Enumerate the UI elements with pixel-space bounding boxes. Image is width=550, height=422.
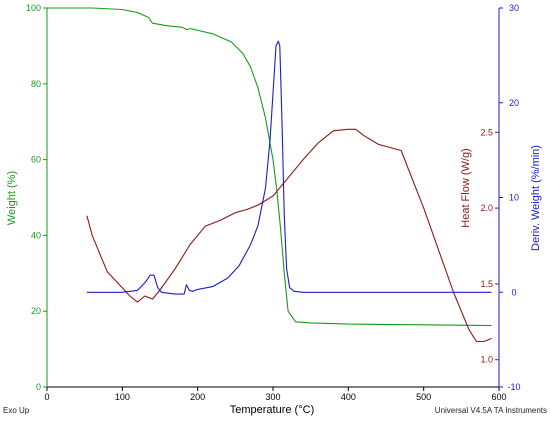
x-tick-label: 600: [491, 392, 506, 402]
weight-tick-label: 20: [31, 306, 41, 316]
deriv-weight-curve: [86, 40, 492, 295]
deriv-tick-label: -10: [507, 382, 520, 392]
x-tick-label: 300: [265, 392, 280, 402]
heat-flow-tick-label: 1.0: [480, 355, 493, 365]
x-tick-label: 400: [341, 392, 356, 402]
series-layer: [47, 7, 492, 343]
x-tick-label: 200: [190, 392, 205, 402]
deriv-tick-label: 0: [511, 287, 516, 297]
weight-tick-label: 100: [26, 3, 41, 13]
x-tick-label: 100: [115, 392, 130, 402]
heat-flow-tick-label: 2.5: [480, 127, 493, 137]
heat-flow-curve: [86, 128, 492, 343]
heat-flow-tick-label: 1.5: [480, 279, 493, 289]
x-tick-group: 0 100 200 300 400 500 600: [44, 387, 507, 402]
weight-tick-label: 40: [31, 230, 41, 240]
weight-curve: [47, 7, 492, 327]
weight-axis-title: Weight (%): [6, 171, 18, 225]
weight-tick-label: 60: [31, 155, 41, 165]
exo-up-label: Exo Up: [3, 406, 30, 415]
deriv-tick-label: 10: [509, 193, 519, 203]
weight-tick-group: 0 20 40 60 80 100: [26, 3, 47, 392]
x-tick-label: 500: [416, 392, 431, 402]
deriv-axis-title: Deriv. Weight (%/min): [530, 145, 542, 251]
instrument-label: Universal V4.5A TA Instruments: [435, 406, 547, 415]
x-tick-label: 0: [44, 392, 49, 402]
weight-tick-label: 80: [31, 79, 41, 89]
deriv-tick-label: 30: [509, 3, 519, 13]
weight-tick-label: 0: [36, 382, 41, 392]
deriv-tick-group: -10 0 10 20 30: [499, 3, 521, 392]
deriv-tick-label: 20: [509, 98, 519, 108]
x-axis-title: Temperature (°C): [230, 404, 314, 416]
heat-flow-tick-label: 2.0: [480, 203, 493, 213]
heat-flow-axis-title: Heat Flow (W/g): [460, 148, 472, 227]
heat-flow-tick-group: 1.0 1.5 2.0 2.5: [480, 127, 499, 365]
